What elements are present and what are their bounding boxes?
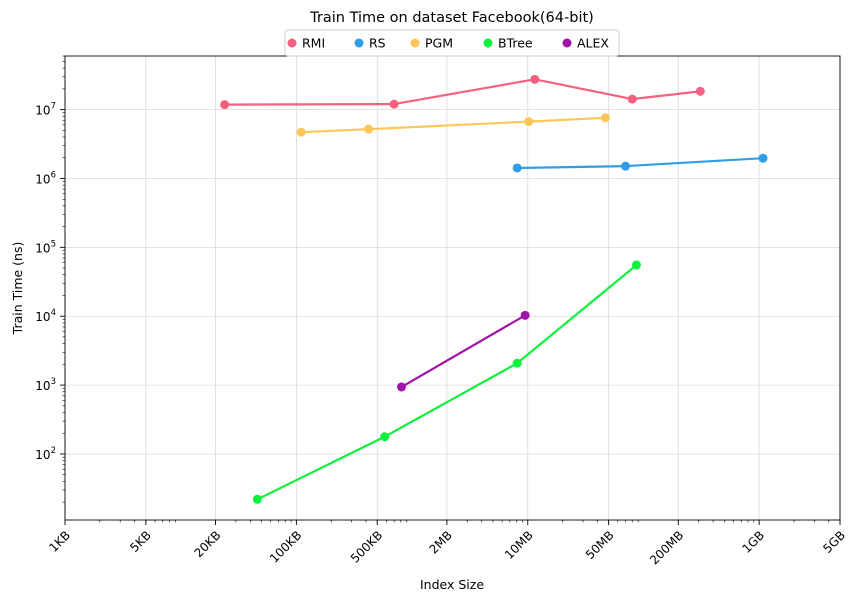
series-rmi	[220, 74, 705, 110]
chart-title: Train Time on dataset Facebook(64-bit)	[309, 10, 594, 26]
series-rs	[512, 153, 768, 173]
series-pgm-point	[363, 124, 373, 134]
legend-marker-alex	[562, 38, 572, 48]
y-tick-label: 102	[35, 446, 56, 462]
series-pgm-line	[300, 116, 607, 134]
series-rmi-point	[530, 74, 540, 84]
legend-marker-rmi	[287, 38, 297, 48]
series-rmi-point	[220, 100, 230, 110]
series-btree-point	[252, 494, 262, 504]
y-tick-label: 103	[35, 377, 56, 393]
series-rs-point	[512, 163, 522, 173]
series-rmi-point	[627, 94, 637, 104]
legend-marker-pgm	[410, 38, 420, 48]
series-btree-line	[256, 263, 638, 501]
y-tick-label: 105	[35, 239, 56, 255]
series-alex-point	[520, 310, 530, 320]
series-rs-point	[758, 153, 768, 163]
legend-marker-rs	[354, 38, 364, 48]
series-btree-point	[631, 260, 641, 270]
series-btree-point	[380, 432, 390, 442]
series-rs-point	[621, 161, 631, 171]
series-alex-point	[396, 382, 406, 392]
legend-label-pgm: PGM	[425, 36, 453, 51]
legend-label-alex: ALEX	[577, 36, 609, 51]
series-alex	[396, 310, 530, 392]
y-tick-label: 106	[35, 170, 56, 186]
legend-label-rmi: RMI	[302, 36, 325, 51]
series-pgm-point	[524, 117, 534, 127]
x-axis-label: Index Size	[420, 577, 484, 592]
legend-label-btree: BTree	[498, 36, 533, 51]
series-btree	[252, 260, 641, 504]
legend-marker-btree	[483, 38, 493, 48]
legend-label-rs: RS	[369, 36, 386, 51]
series-rmi-point	[389, 99, 399, 109]
legend-box	[284, 29, 620, 57]
y-tick-label: 104	[35, 308, 56, 324]
legend: RMI RS PGM BTree ALEX	[284, 29, 620, 57]
series-btree-point	[512, 358, 522, 368]
series-alex-line	[400, 314, 527, 389]
series-layer	[220, 74, 768, 504]
series-pgm-point	[601, 113, 611, 123]
series-pgm	[296, 113, 611, 137]
y-tick-label: 107	[35, 102, 56, 118]
series-pgm-point	[296, 127, 306, 137]
y-axis-label: Train Time (ns)	[10, 242, 25, 336]
series-rmi-point	[695, 86, 705, 96]
